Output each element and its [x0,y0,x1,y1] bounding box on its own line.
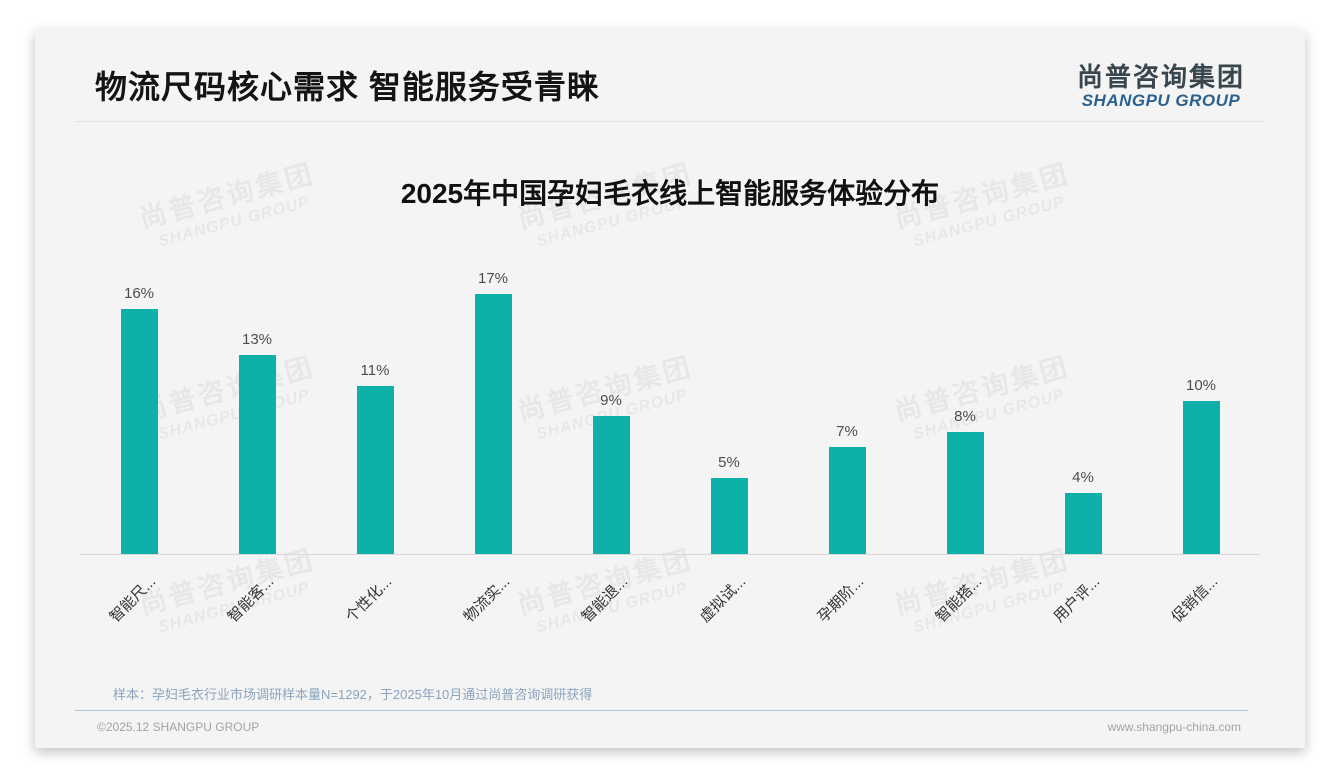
category-label: 智能客... [225,573,278,626]
bar-value-label: 9% [600,392,622,410]
bar-column: 8% 智能搭... [906,160,1024,626]
website-url: www.shangpu-china.com [1107,720,1241,734]
watermark: 尚普咨询集团 SHANGPU GROUP [136,545,324,641]
logo-text-zh: 尚普咨询集团 [1076,62,1245,92]
bar-column: 11% 个性化... [316,160,434,626]
bar [474,293,512,554]
category-label: 虚拟试... [697,573,750,626]
footer-divider [75,710,1248,711]
copyright-text: ©2025.12 SHANGPU GROUP [97,720,260,734]
category-label: 智能退... [579,573,632,626]
category-label: 孕期阶... [815,573,868,626]
bar-value-label: 10% [1185,377,1217,394]
bar [238,355,276,554]
bottom-bar: ©2025.12 SHANGPU GROUP www.shangpu-china… [97,720,1241,734]
page-title: 物流尺码核心需求 智能服务受青睐 [95,69,600,105]
bar-value-label: 17% [477,269,509,287]
bar-value-label: 13% [241,331,273,349]
bar-column: 13% 智能客... [198,160,316,626]
bar-column: 17% 物流实... [434,160,552,626]
bar [120,309,158,554]
sample-note: 样本：孕妇毛衣行业市场调研样本量N=1292，于2025年10月通过尚普咨询调研… [113,687,593,702]
slide-card: 物流尺码核心需求 智能服务受青睐 尚普咨询集团 SHANGPU GROUP 尚普… [35,30,1305,748]
bar-value-label: 8% [954,407,976,425]
category-label: 物流实... [461,573,514,626]
chart-title: 2025年中国孕妇毛衣线上智能服务体验分布 [400,178,940,209]
bar [1182,401,1220,554]
bar-value-label: 16% [123,285,155,303]
company-logo: 尚普咨询集团 SHANGPU GROUP [1076,62,1245,111]
header: 物流尺码核心需求 智能服务受青睐 尚普咨询集团 SHANGPU GROUP [95,63,1245,111]
bar-value-label: 11% [360,361,390,379]
bar-chart: 16% 智能尺... 13% 智能客... 11% 个性化... 17% 物流实... 9% 智能… [80,160,1260,626]
bar [592,416,630,554]
bar-column: 9% 智能退... [552,160,670,626]
category-label: 用户评... [1051,573,1104,626]
bar [828,446,866,554]
bar-value-label: 5% [718,453,740,471]
watermark: 尚普咨询集团 SHANGPU GROUP [891,545,1079,641]
bar [946,431,984,554]
bar [1064,492,1102,554]
bar-column: 10% 促销信... [1142,160,1260,626]
category-label: 个性化... [343,573,396,626]
category-label: 促销信... [1169,573,1222,626]
logo-text-en: SHANGPU GROUP [1081,91,1241,111]
bar-value-label: 7% [836,422,858,440]
bar-column: 7% 孕期阶... [788,160,906,626]
bar [356,385,394,554]
category-label: 智能搭... [933,573,986,626]
header-divider [75,121,1265,122]
category-label: 智能尺... [107,573,160,626]
bar [710,477,748,554]
bar-column: 5% 虚拟试... [670,160,788,626]
bar-column: 4% 用户评... [1024,160,1142,626]
bar-column: 16% 智能尺... [80,160,198,626]
bar-value-label: 4% [1072,468,1094,486]
